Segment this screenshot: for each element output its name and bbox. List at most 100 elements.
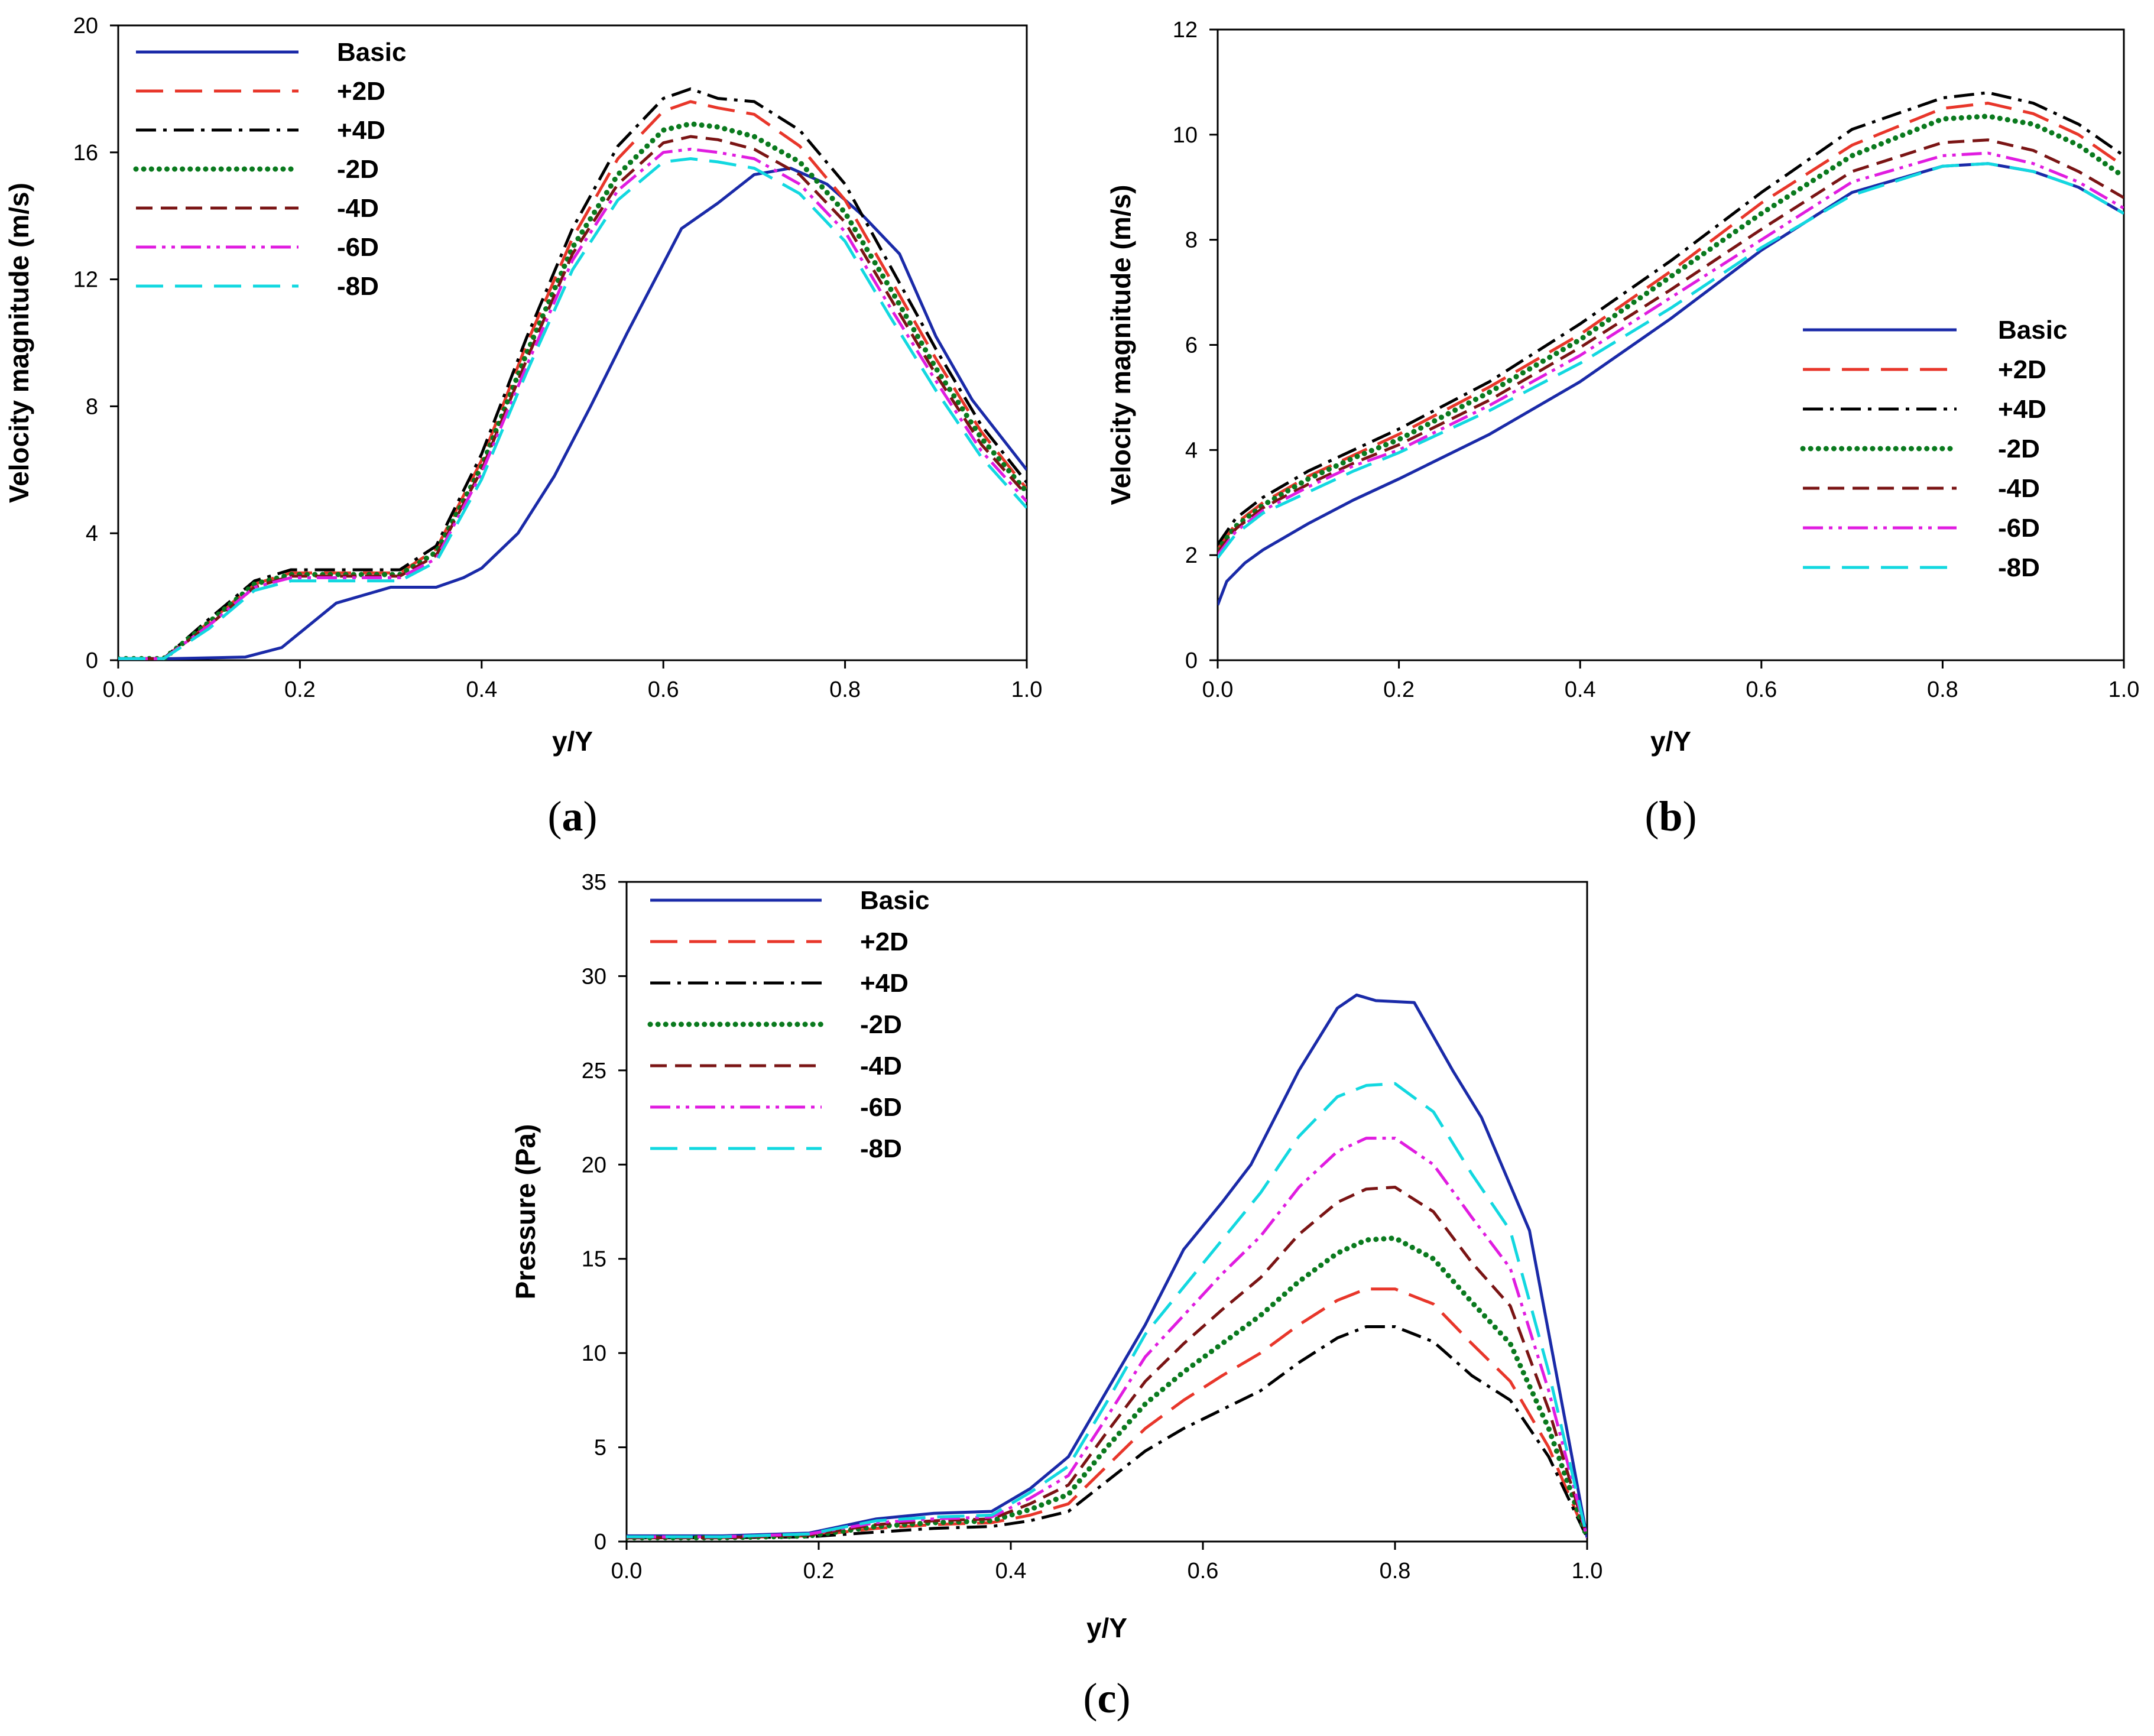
caption-close-paren: )	[1683, 793, 1697, 840]
panel-c: 0.0 0.2 0.4 0.6 0.8 1.0 0 5 10 15 20 25 30 35 y/Y Press…	[510, 870, 1602, 1722]
y-tick-label: 6	[1185, 333, 1198, 358]
series-line--2D	[1218, 113, 2124, 553]
y-tick-label: 4	[86, 521, 98, 546]
legend-label: -6D	[1998, 514, 2040, 543]
legend-label: -4D	[1998, 474, 2040, 503]
x-tick-label: 0.4	[466, 677, 497, 702]
series-line-+4D	[1218, 91, 2124, 546]
x-axis-label: y/Y	[1086, 1612, 1127, 1643]
legend-label: -8D	[337, 272, 379, 301]
x-tick-label: 0.2	[803, 1559, 835, 1584]
legend-label: -2D	[337, 155, 379, 184]
x-tick-label: 1.0	[1572, 1559, 1603, 1584]
panel-caption: (a)	[548, 793, 598, 840]
series-line--8D	[118, 157, 1027, 660]
panel-a: 0.0 0.2 0.4 0.6 0.8 1.0 0 4 8 12 16 20 y/Y Velocity m…	[4, 14, 1042, 840]
series-line-Basic	[1218, 162, 2124, 606]
series-line--2D	[118, 121, 1027, 660]
legend-label: +4D	[337, 116, 385, 145]
legend-label: -6D	[337, 233, 379, 262]
x-axis-label: y/Y	[1650, 726, 1691, 757]
series-line--4D	[627, 1186, 1587, 1540]
series-line--2D	[627, 1235, 1587, 1541]
legend-label: +2D	[1998, 355, 2046, 384]
legend-label: -2D	[860, 1010, 902, 1039]
y-tick-label: 0	[1185, 648, 1198, 673]
caption-open-paren: (	[1644, 793, 1659, 840]
y-tick-label: 25	[582, 1059, 606, 1083]
legend-label: +2D	[860, 927, 909, 956]
legend-label: +4D	[860, 969, 909, 998]
x-tick-label: 0.2	[1383, 677, 1415, 702]
y-tick-label: 30	[582, 964, 606, 989]
caption-open-paren: (	[548, 793, 562, 840]
y-tick-label: 4	[1185, 438, 1198, 463]
x-axis-label: y/Y	[552, 726, 593, 757]
series-line-+4D	[118, 87, 1027, 660]
caption-open-paren: (	[1084, 1675, 1098, 1722]
y-tick-label: 2	[1185, 543, 1198, 568]
series-line--6D	[118, 147, 1027, 660]
caption-letter: b	[1659, 793, 1682, 840]
panel-caption: (b)	[1644, 793, 1696, 840]
y-tick-label: 20	[73, 14, 98, 38]
legend-label: -4D	[860, 1052, 902, 1080]
x-tick-label: 0.8	[829, 677, 861, 702]
legend-label: Basic	[337, 38, 406, 67]
x-tick-label: 0.4	[1565, 677, 1596, 702]
legend-label: Basic	[860, 886, 929, 915]
y-tick-label: 0	[86, 648, 98, 673]
series-line-+4D	[627, 1325, 1587, 1540]
y-tick-label: 35	[582, 870, 606, 895]
legend-label: -8D	[1998, 553, 2040, 582]
legend-label: -2D	[1998, 434, 2040, 463]
x-tick-label: 0.6	[648, 677, 679, 702]
y-tick-label: 10	[1173, 123, 1198, 148]
panel-caption: (c)	[1084, 1675, 1131, 1722]
y-tick-label: 12	[73, 268, 98, 293]
plot-frame	[625, 881, 1588, 1543]
series-line--8D	[627, 1082, 1587, 1539]
caption-letter: c	[1098, 1675, 1117, 1722]
y-tick-label: 5	[594, 1436, 606, 1461]
y-axis-label: Velocity magnitude (m/s)	[1105, 185, 1136, 505]
series-line--4D	[1218, 138, 2124, 554]
legend-label: +4D	[1998, 395, 2046, 424]
x-tick-label: 0.0	[1202, 677, 1234, 702]
x-tick-label: 0.6	[1188, 1559, 1219, 1584]
series-line--6D	[627, 1137, 1587, 1539]
legend-label: +2D	[337, 77, 385, 106]
series-line--8D	[1218, 162, 2124, 559]
y-tick-label: 15	[582, 1247, 606, 1272]
y-tick-label: 20	[582, 1153, 606, 1177]
legend-label: -4D	[337, 194, 379, 223]
caption-close-paren: )	[1116, 1675, 1130, 1722]
series-line-Basic	[627, 993, 1587, 1539]
x-tick-label: 0.0	[103, 677, 134, 702]
legend-label: -8D	[860, 1134, 902, 1163]
y-tick-label: 0	[594, 1530, 606, 1555]
x-tick-label: 0.8	[1380, 1559, 1411, 1584]
x-tick-label: 0.0	[611, 1559, 643, 1584]
y-tick-label: 8	[86, 394, 98, 419]
x-tick-label: 1.0	[1011, 677, 1043, 702]
x-tick-label: 1.0	[2108, 677, 2140, 702]
y-axis-label: Velocity magnitude (m/s)	[4, 183, 34, 503]
series-line-Basic	[118, 167, 1027, 660]
panel-b: 0.0 0.2 0.4 0.6 0.8 1.0 0 2 4 6 8 10 12 y/Y Velocity m…	[1105, 18, 2139, 840]
series-line--6D	[1218, 151, 2124, 556]
y-tick-label: 12	[1173, 18, 1198, 43]
y-tick-label: 16	[73, 141, 98, 166]
x-tick-label: 0.2	[284, 677, 316, 702]
y-tick-label: 10	[582, 1341, 606, 1366]
x-tick-label: 0.4	[995, 1559, 1027, 1584]
x-tick-label: 0.6	[1746, 677, 1777, 702]
legend-label: -6D	[860, 1093, 902, 1122]
legend-label: Basic	[1998, 316, 2067, 345]
caption-close-paren: )	[583, 793, 598, 840]
plot-frame	[117, 24, 1028, 661]
y-axis-label: Pressure (Pa)	[510, 1124, 541, 1300]
y-tick-label: 8	[1185, 228, 1198, 253]
